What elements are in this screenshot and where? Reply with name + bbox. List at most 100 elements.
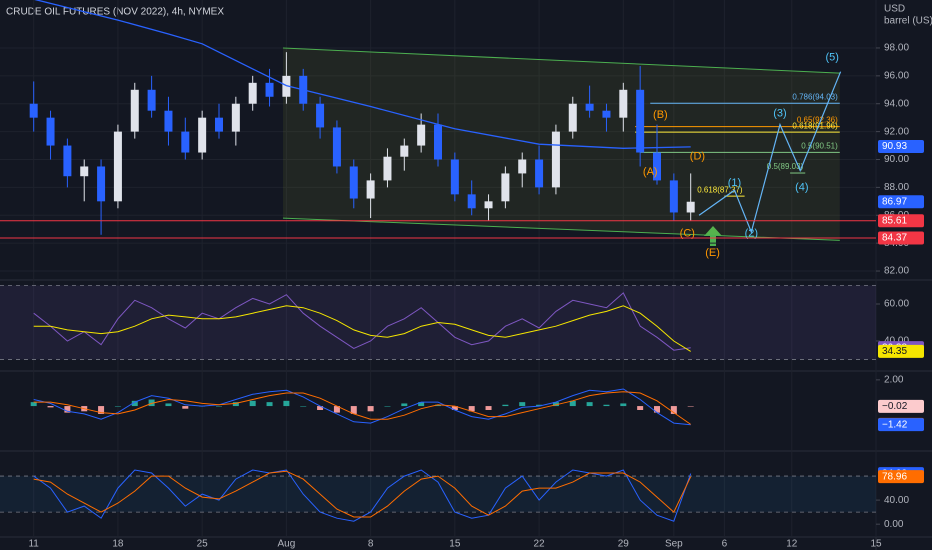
price-tag: [878, 418, 924, 432]
histogram-bar: [47, 406, 54, 408]
channel-upper: [282, 47, 840, 74]
candle-body: [231, 103, 240, 132]
wave-label: (E): [705, 247, 720, 259]
candle-body: [130, 89, 139, 132]
price-tag-label: −0.02: [882, 401, 908, 412]
histogram-bar: [317, 406, 324, 410]
fib-label: 0.65(92.36): [797, 116, 838, 125]
wave-label: (5): [825, 52, 838, 64]
histogram-bar: [401, 403, 408, 407]
y-tick-label: 40.00: [884, 495, 909, 506]
price-tag-label: 78.96: [882, 471, 907, 482]
wave-label: (4): [795, 181, 808, 193]
histogram-bar: [148, 399, 155, 407]
candle-body: [669, 180, 678, 213]
candle-body: [551, 131, 560, 188]
histogram-bar: [216, 406, 222, 407]
y-tick-label: 40.00: [884, 336, 909, 347]
wave-label: (3): [773, 107, 786, 119]
x-tick-label: 29: [618, 539, 630, 550]
price-tag: [878, 344, 924, 358]
candle-body: [248, 82, 257, 104]
x-tick-label: Sep: [665, 539, 683, 550]
channel-fill: [283, 47, 840, 241]
y-tick-label: 88.00: [884, 182, 909, 193]
indicator-line: [33, 388, 691, 426]
indicator-line: [33, 305, 691, 352]
fib-label: 0.618(87.37): [697, 185, 743, 194]
price-tag: [878, 140, 924, 154]
candle-body: [568, 103, 577, 132]
candle-body: [215, 117, 223, 132]
histogram-bar: [64, 406, 71, 413]
price-tag-label: 84.37: [882, 233, 907, 244]
y-tick-label: 96.00: [884, 70, 909, 81]
x-tick-label: 15: [870, 539, 882, 550]
candle-body: [400, 145, 409, 157]
histogram-bar: [165, 403, 172, 407]
channel-lower: [282, 217, 840, 241]
candle-body: [636, 89, 645, 153]
candle-body: [518, 159, 527, 174]
fib-label: 0.786(94.03): [792, 92, 838, 101]
histogram-bar: [502, 404, 509, 407]
wave-label: (D): [690, 151, 705, 163]
histogram-bar: [283, 400, 290, 407]
indicator-line: [33, 292, 691, 351]
histogram-bar: [131, 400, 138, 407]
candle-body: [686, 201, 695, 213]
candle-body: [602, 110, 611, 118]
histogram-bar: [418, 402, 425, 407]
candle-body: [63, 145, 72, 177]
candle-body: [282, 75, 291, 97]
candle-body: [501, 173, 510, 202]
price-tag-label: 34.35: [882, 346, 907, 357]
candle-body: [434, 124, 442, 160]
x-tick-label: Aug: [277, 539, 295, 550]
candle-body: [349, 166, 358, 199]
x-tick-label: 18: [112, 539, 124, 550]
histogram-bar: [232, 402, 239, 407]
candle-body: [198, 117, 207, 153]
candle-body: [164, 110, 173, 132]
unit-sub-label: barrel (US): [884, 16, 932, 27]
price-tag-label: 90.93: [882, 141, 907, 152]
histogram-bar: [586, 402, 593, 407]
candle-body: [653, 152, 661, 181]
y-tick-label: 82.00: [884, 266, 909, 277]
wave-projection: [698, 71, 842, 234]
y-tick-label: 0.00: [884, 519, 904, 530]
candle-body: [46, 117, 55, 146]
candle-body: [585, 103, 594, 111]
candle-body: [113, 131, 122, 202]
candle-body: [366, 180, 375, 199]
histogram-bar: [182, 406, 189, 409]
histogram-bar: [367, 406, 374, 412]
fib-label: 0.5(90.51): [801, 141, 838, 150]
price-tag-label: −1.42: [882, 419, 908, 430]
x-tick-label: 8: [368, 539, 374, 550]
candle-body: [265, 82, 274, 97]
candle-body: [147, 89, 156, 111]
candle-body: [316, 103, 325, 128]
histogram-bar: [98, 406, 105, 414]
price-tag: [878, 195, 924, 209]
x-tick-label: 15: [449, 539, 461, 550]
histogram-bar: [350, 406, 357, 414]
price-tag-label: 85.61: [882, 215, 907, 226]
histogram-bar: [670, 406, 677, 414]
price-tag: [878, 470, 924, 484]
x-tick-label: 11: [28, 539, 39, 550]
candle-body: [417, 124, 426, 146]
x-tick-label: 12: [786, 539, 798, 550]
price-tag: [878, 231, 924, 245]
x-tick-label: 22: [534, 539, 546, 550]
histogram-bar: [300, 406, 307, 407]
candle-body: [535, 159, 544, 188]
candle-body: [97, 166, 106, 202]
y-tick-label: 60.00: [884, 299, 909, 310]
candle-body: [383, 156, 392, 181]
histogram-bar: [603, 404, 610, 407]
y-tick-label: 90.00: [884, 154, 909, 165]
